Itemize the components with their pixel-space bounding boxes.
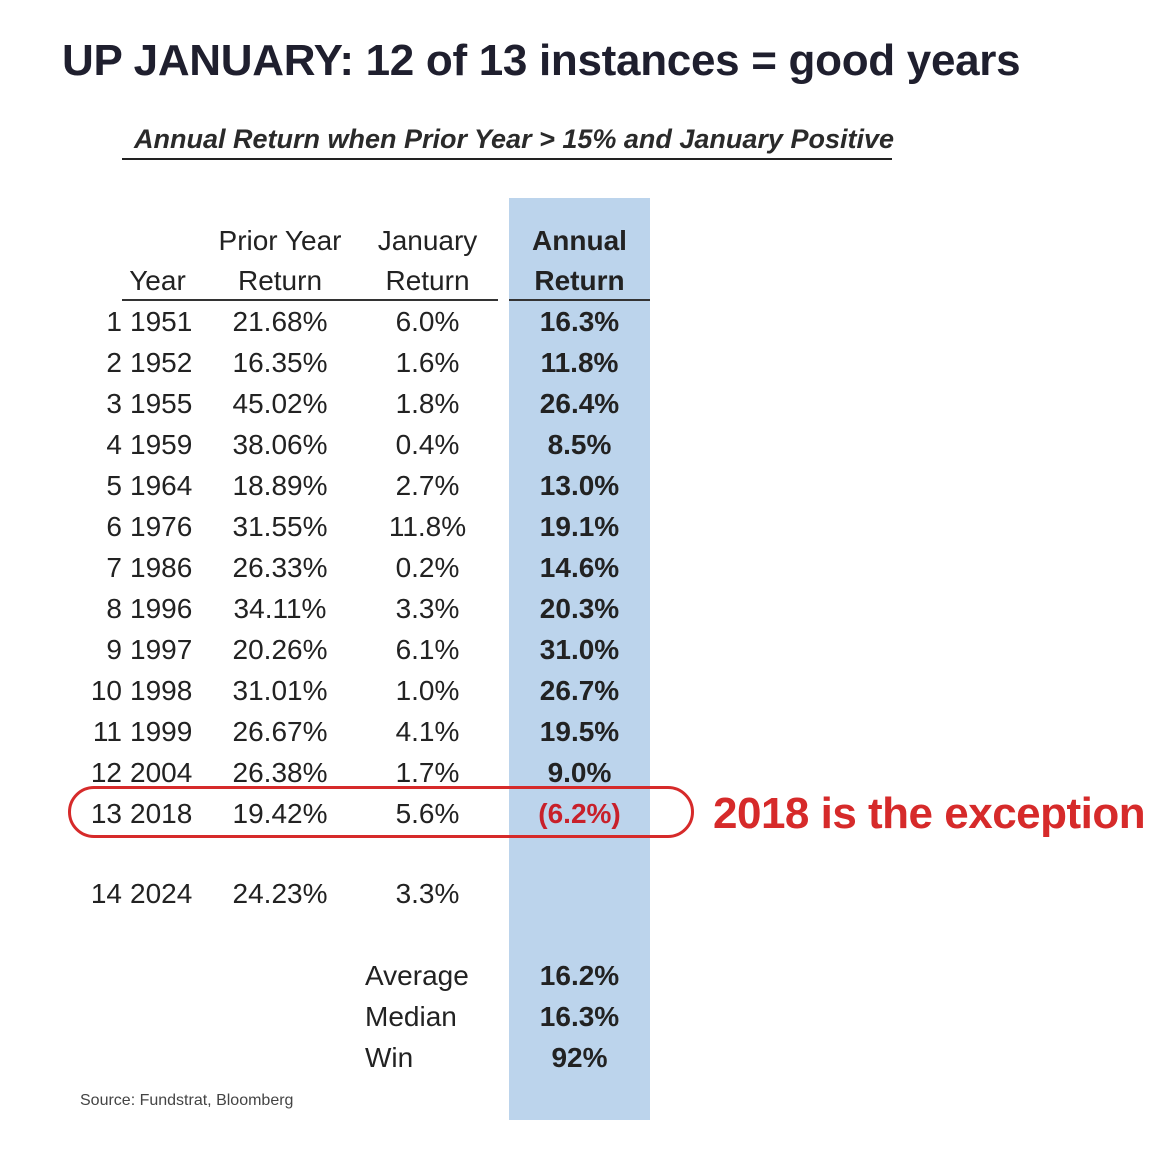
- row-year: 1999: [130, 716, 193, 747]
- row-year: 1964: [130, 470, 193, 501]
- header-year: Year: [129, 265, 186, 296]
- row-index: 3: [106, 388, 122, 419]
- row-year: 2018: [130, 798, 193, 829]
- row-annual-return: 26.7%: [539, 675, 620, 706]
- row-january-return: 0.2%: [395, 552, 460, 583]
- row-index: 5: [106, 470, 122, 501]
- row-january-return: 3.3%: [395, 593, 460, 624]
- source-note: Source: Fundstrat, Bloomberg: [80, 1092, 294, 1109]
- row-prior-year-return: 38.06%: [232, 429, 328, 460]
- summary-median-label: Median: [365, 1001, 457, 1032]
- row-annual-return: 9.0%: [547, 757, 612, 788]
- row-annual-return: 31.0%: [539, 634, 620, 665]
- row-year: 1997: [130, 634, 193, 665]
- row-annual-return: [509, 874, 650, 914]
- row-index: 14: [90, 878, 122, 909]
- summary-median-value: 16.3%: [539, 1001, 620, 1032]
- summary-win-label: Win: [365, 1042, 414, 1073]
- row-year: 1952: [130, 347, 193, 378]
- row-prior-year-return: 26.33%: [232, 552, 328, 583]
- row-annual-return: 16.3%: [539, 306, 620, 337]
- row-prior-year-return: 18.89%: [232, 470, 328, 501]
- row-annual-return: 20.3%: [539, 593, 620, 624]
- header-annual-line1: Annual: [532, 225, 627, 256]
- summary-average-value: 16.2%: [539, 960, 620, 991]
- row-year: 1951: [130, 306, 193, 337]
- row-year: 2004: [130, 757, 193, 788]
- row-prior-year-return: 26.38%: [232, 757, 328, 788]
- header-prior-year-line2: Return: [237, 265, 323, 296]
- row-january-return: 1.6%: [395, 347, 460, 378]
- row-january-return: 5.6%: [395, 798, 460, 829]
- row-january-return: 2.7%: [395, 470, 460, 501]
- row-prior-year-return: 20.26%: [232, 634, 328, 665]
- row-annual-return: (6.2%): [538, 798, 621, 829]
- row-prior-year-return: 31.55%: [232, 511, 328, 542]
- row-index: 11: [92, 716, 122, 747]
- row-year: 1986: [130, 552, 193, 583]
- row-index: 9: [106, 634, 122, 665]
- header-prior-year-line1: Prior Year: [218, 225, 342, 256]
- row-january-return: 1.0%: [395, 675, 460, 706]
- row-year: 2024: [130, 878, 193, 909]
- row-index: 12: [90, 757, 122, 788]
- row-annual-return: 14.6%: [539, 552, 620, 583]
- row-year: 1998: [130, 675, 193, 706]
- row-index: 7: [106, 552, 122, 583]
- row-index: 1: [106, 306, 122, 337]
- row-january-return: 6.0%: [395, 306, 460, 337]
- header-january-line2: Return: [385, 265, 470, 296]
- row-january-return: 1.8%: [395, 388, 460, 419]
- row-prior-year-return: 21.68%: [232, 306, 328, 337]
- row-january-return: 4.1%: [395, 716, 460, 747]
- row-year: 1976: [130, 511, 193, 542]
- row-year: 1996: [130, 593, 193, 624]
- exception-highlight-ring: [68, 786, 694, 838]
- row-annual-return: 26.4%: [539, 388, 620, 419]
- row-prior-year-return: 45.02%: [232, 388, 328, 419]
- header-annual-line2: Return: [534, 265, 625, 296]
- row-prior-year-return: 31.01%: [232, 675, 328, 706]
- row-annual-return: 19.5%: [539, 716, 620, 747]
- header-underline-annual: [509, 299, 650, 301]
- row-annual-return: 19.1%: [539, 511, 620, 542]
- row-january-return: 3.3%: [395, 878, 460, 909]
- row-prior-year-return: 19.42%: [232, 798, 328, 829]
- header-january-line1: January: [377, 225, 478, 256]
- table-subtitle: Annual Return when Prior Year > 15% and …: [122, 120, 894, 160]
- row-index: 2: [106, 347, 122, 378]
- row-index: 4: [106, 429, 122, 460]
- row-index: 10: [90, 675, 122, 706]
- summary-average-label: Average: [365, 960, 469, 991]
- page-title: UP JANUARY: 12 of 13 instances = good ye…: [62, 36, 1021, 85]
- summary-win-value: 92%: [551, 1042, 608, 1073]
- row-prior-year-return: 34.11%: [233, 593, 327, 624]
- row-prior-year-return: 24.23%: [232, 878, 328, 909]
- header-underline-left: [122, 299, 498, 301]
- row-prior-year-return: 26.67%: [232, 716, 328, 747]
- row-year: 1955: [130, 388, 193, 419]
- annual-return-highlight-column: [509, 198, 650, 1120]
- row-january-return: 11.8%: [388, 511, 467, 542]
- row-annual-return: 13.0%: [539, 470, 620, 501]
- row-annual-return: 11.8%: [540, 347, 619, 378]
- row-prior-year-return: 16.35%: [232, 347, 328, 378]
- row-index: 8: [106, 593, 122, 624]
- row-annual-return: 8.5%: [547, 429, 612, 460]
- row-january-return: 0.4%: [395, 429, 460, 460]
- row-january-return: 1.7%: [395, 757, 460, 788]
- exception-annotation: 2018 is the exception: [713, 789, 1146, 838]
- row-index: 6: [106, 511, 122, 542]
- row-year: 1959: [130, 429, 193, 460]
- row-january-return: 6.1%: [395, 634, 460, 665]
- row-index: 13: [90, 798, 122, 829]
